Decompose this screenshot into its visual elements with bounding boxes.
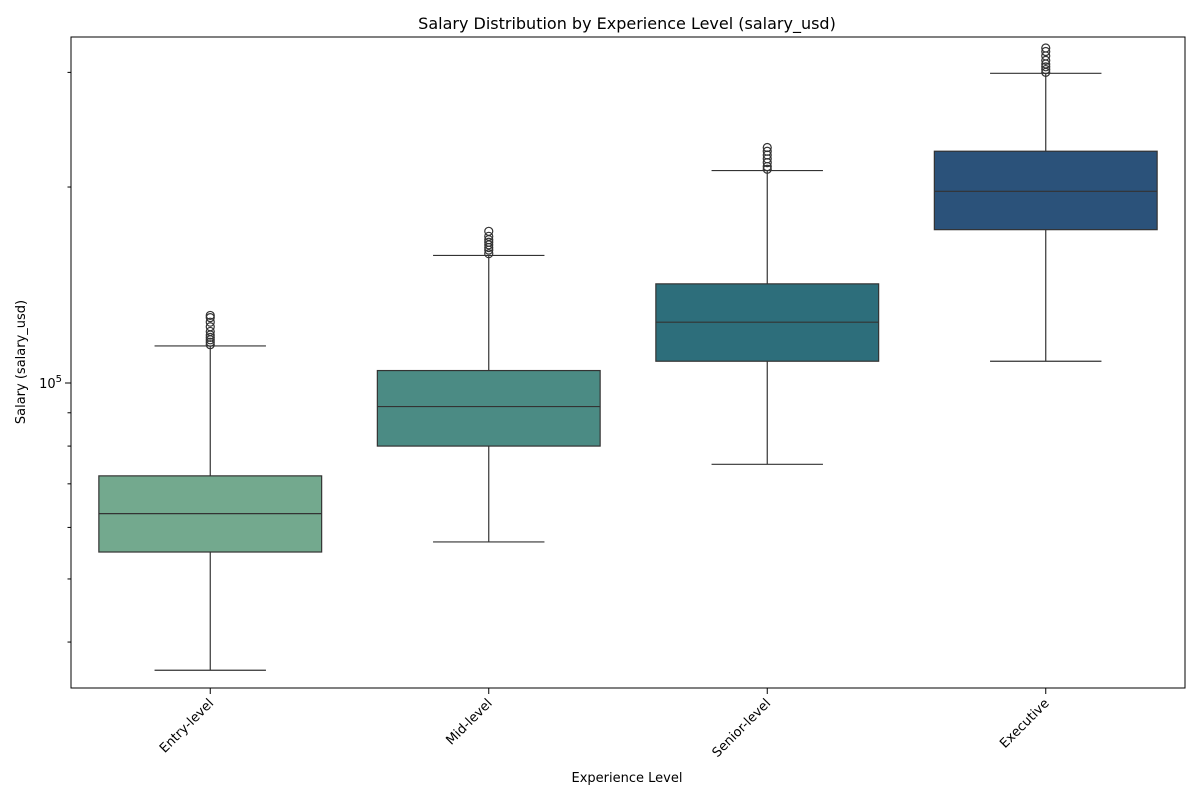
box-group-senior-level: [655, 142, 880, 465]
y-axis-label: Salary (salary_usd): [14, 300, 29, 424]
x-tick-label: Entry-level: [157, 696, 217, 756]
box: [933, 150, 1158, 231]
x-tick-label: Senior-level: [710, 696, 774, 760]
outlier-point: [205, 310, 215, 321]
box: [376, 369, 601, 447]
box-group-executive: [933, 43, 1158, 362]
outlier-point: [484, 226, 494, 236]
chart-title: Salary Distribution by Experience Level …: [418, 14, 836, 34]
y-axis: 105: [39, 71, 71, 643]
outlier-point: [1041, 64, 1051, 75]
plot-area: [98, 43, 1158, 671]
box-group-entry-level: [98, 310, 323, 671]
outlier-point: [762, 142, 772, 153]
outlier-point: [1041, 55, 1051, 65]
y-tick-label: 105: [39, 374, 62, 392]
outlier-point: [484, 249, 494, 259]
outlier-point: [762, 164, 772, 174]
x-axis-label: Experience Level: [572, 771, 683, 786]
x-tick-label: Executive: [997, 696, 1052, 751]
outlier-point: [1041, 46, 1051, 57]
outlier-point: [762, 146, 772, 156]
outlier-point: [205, 337, 215, 347]
x-tick-label: Mid-level: [443, 696, 495, 748]
outlier-point: [205, 340, 215, 350]
outlier-point: [205, 332, 215, 342]
box-group-mid-level: [376, 226, 601, 543]
outlier-point: [205, 326, 215, 337]
outlier-point: [205, 322, 215, 332]
outlier-point: [1041, 62, 1051, 72]
outlier-point: [205, 317, 215, 327]
x-axis: Entry-level Mid-level Senior-level Executiv…: [157, 688, 1053, 761]
outlier-point: [484, 231, 494, 241]
outlier-point: [484, 237, 494, 247]
outlier-point: [1041, 43, 1051, 53]
plot-frame: [70, 36, 1186, 689]
